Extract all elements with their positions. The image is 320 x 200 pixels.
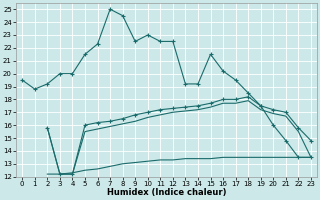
X-axis label: Humidex (Indice chaleur): Humidex (Indice chaleur) [107,188,226,197]
